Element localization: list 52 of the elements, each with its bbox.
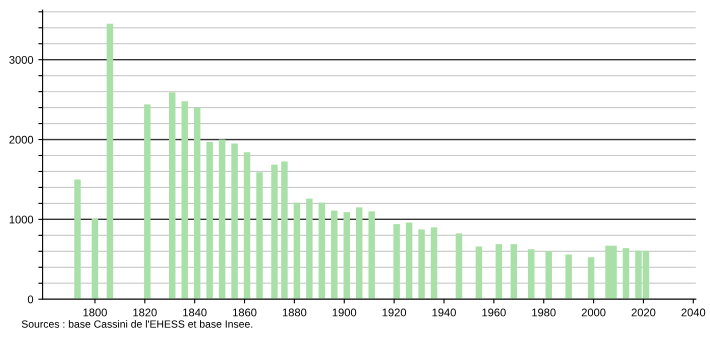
bar [622,248,630,300]
bar [218,140,226,300]
bar [356,207,362,300]
bar [244,152,250,300]
bar [331,210,338,300]
y-tick-label: 0 [28,295,34,304]
bar [545,251,552,300]
bar [231,144,238,300]
x-tick-label: 1960 [482,308,506,316]
bar [368,211,375,300]
bar [181,101,188,300]
x-tick-label: 2000 [582,308,606,316]
bar [456,233,462,300]
x-tick-label: 1900 [332,308,356,316]
bar [144,104,151,300]
y-tick-label: 1000 [10,216,34,224]
bar [169,92,176,300]
x-tick-label: 1920 [382,308,406,316]
bar [344,212,350,300]
bar [476,246,482,300]
x-tick-label: 1980 [532,308,556,316]
bar [418,229,425,300]
bar [406,222,412,300]
bar [194,108,200,300]
x-tick-label: 1880 [282,308,306,316]
bar [74,179,81,300]
bar [92,218,98,300]
bar [256,172,263,300]
bar [106,24,114,300]
x-tick-label: 1800 [83,308,107,316]
x-tick-label: 2040 [682,308,706,316]
bar [510,244,518,300]
bar [281,161,288,300]
bar [306,198,313,300]
x-tick-label: 2020 [632,308,656,316]
bar [588,257,594,300]
bar [206,142,213,300]
x-tick-label: 1820 [133,308,157,316]
bar [496,244,502,300]
y-tick-label: 3000 [9,56,34,64]
bar [565,254,572,300]
bar [528,249,534,300]
y-tick-label: 2000 [9,136,34,144]
bar [318,202,326,300]
x-tick-label: 1840 [183,308,207,316]
bar [430,227,438,300]
bar [393,224,400,300]
bar [271,164,278,300]
bar [294,202,300,300]
source-note: Sources : base Cassini de l'EHESS et base Insee. [22,320,252,328]
x-tick-label: 1860 [233,308,256,316]
x-tick-label: 1940 [432,308,456,316]
